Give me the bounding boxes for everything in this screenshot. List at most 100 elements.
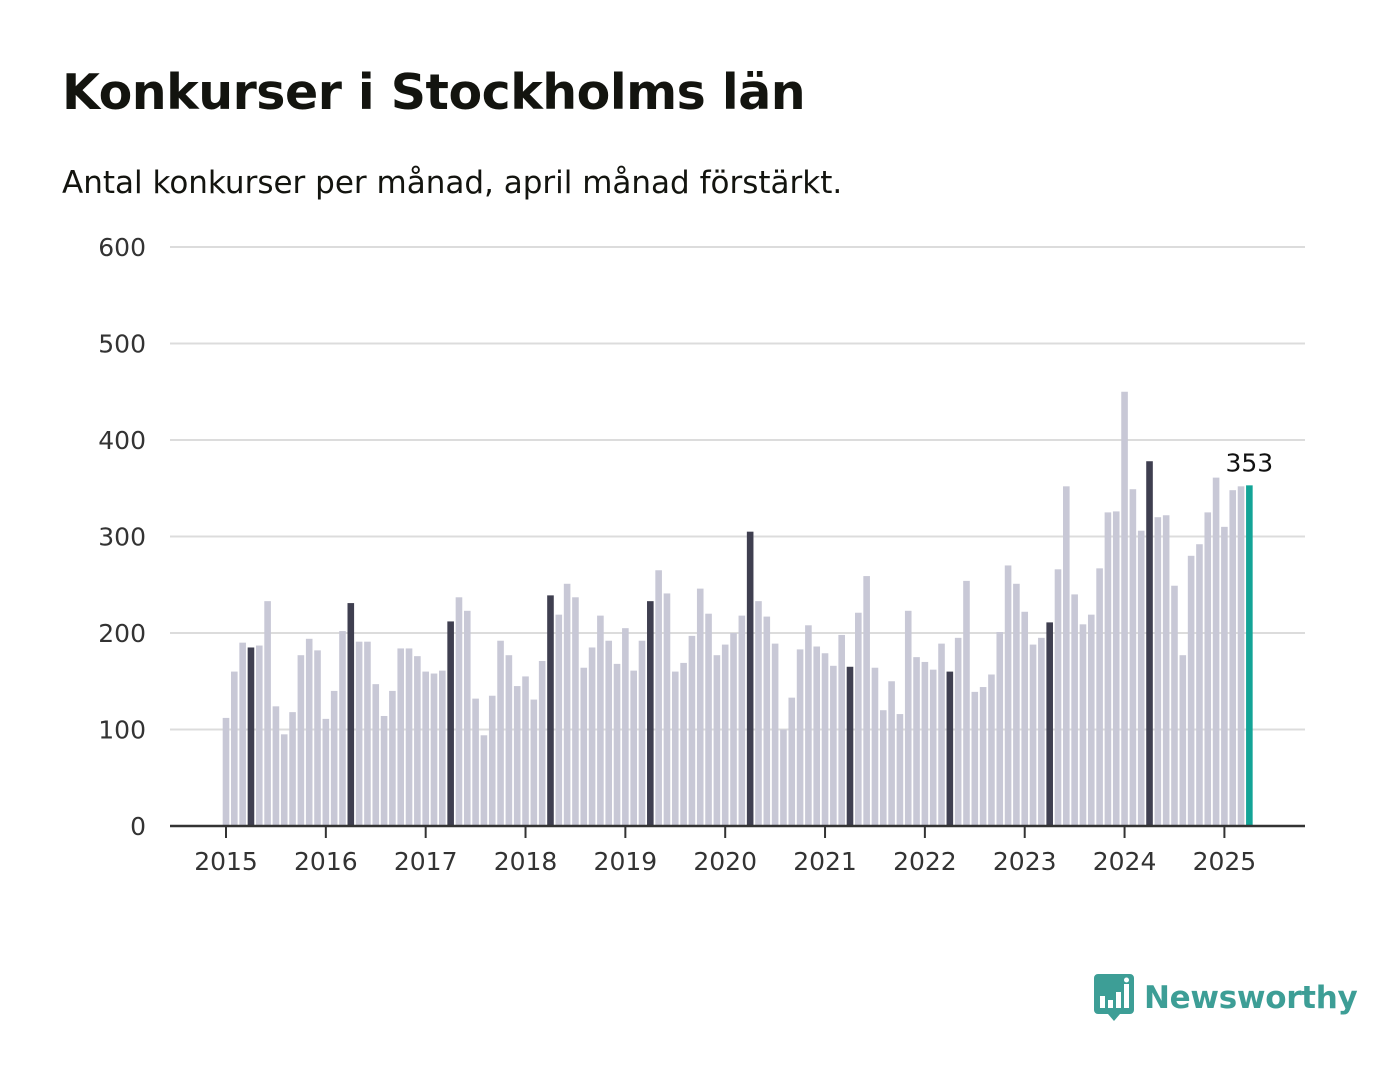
x-tick-label: 2022 — [893, 847, 957, 876]
bar — [272, 706, 280, 826]
bar — [280, 734, 288, 826]
bar — [622, 628, 629, 826]
bar — [588, 647, 596, 826]
bar — [247, 647, 255, 826]
bar — [264, 601, 271, 826]
bar — [255, 645, 263, 826]
bar — [405, 648, 413, 826]
bar — [1104, 512, 1112, 827]
bar — [1162, 515, 1170, 826]
bar — [705, 613, 712, 826]
bar — [389, 690, 396, 826]
bar — [322, 718, 330, 826]
bar — [1237, 486, 1245, 826]
bar — [896, 714, 904, 826]
x-tick-label: 2020 — [693, 847, 757, 876]
bar — [821, 653, 829, 826]
bar — [630, 670, 637, 826]
bar — [929, 669, 937, 826]
bar — [1054, 569, 1062, 826]
bar — [480, 735, 488, 826]
bar — [721, 644, 729, 826]
bar — [222, 717, 230, 826]
bar — [1029, 644, 1037, 826]
bar — [1013, 583, 1020, 826]
bar — [563, 583, 571, 826]
bar — [397, 648, 405, 826]
bar — [680, 662, 687, 826]
bar — [904, 610, 912, 826]
x-tick-label: 2021 — [793, 847, 857, 876]
bar — [339, 631, 346, 826]
bar — [497, 640, 504, 826]
bar — [555, 614, 563, 826]
bar — [239, 642, 246, 826]
bar — [488, 695, 496, 826]
bar — [472, 698, 479, 826]
bar — [805, 625, 812, 826]
bar — [538, 660, 546, 826]
bar — [979, 687, 987, 826]
bar — [730, 633, 737, 826]
bar — [372, 684, 380, 826]
bar — [780, 729, 787, 826]
bar — [755, 601, 762, 826]
bar — [613, 663, 621, 826]
bar — [1096, 568, 1103, 826]
y-tick-label: 600 — [98, 233, 146, 262]
bar — [1229, 490, 1237, 826]
bar — [763, 616, 771, 826]
bar — [447, 621, 454, 826]
brand-name: Newsworthy — [1144, 980, 1358, 1016]
bar — [530, 699, 538, 826]
bar — [696, 588, 704, 826]
x-tick-label: 2015 — [194, 847, 258, 876]
value-labels: 353 — [1226, 448, 1274, 477]
bar — [863, 576, 870, 826]
bar — [1021, 611, 1029, 826]
bar — [954, 637, 962, 826]
bar — [522, 676, 529, 826]
x-tick-label: 2023 — [993, 847, 1057, 876]
bar — [1071, 594, 1078, 826]
bar — [655, 570, 662, 826]
bar — [380, 715, 388, 826]
x-axis-ticks: 2015 2016 2017 2018 2019 2020 2021 2022 2023 2024… — [194, 826, 1256, 876]
bar — [547, 595, 554, 826]
bar — [713, 655, 721, 826]
bar — [463, 610, 471, 826]
x-tick-label: 2018 — [494, 847, 558, 876]
bar — [1221, 526, 1228, 826]
bar — [938, 643, 945, 826]
bar — [638, 640, 646, 826]
bar — [913, 657, 920, 827]
bar — [1129, 489, 1137, 826]
bar — [946, 671, 954, 826]
y-tick-label: 300 — [98, 523, 146, 552]
bar — [1212, 477, 1220, 826]
bar — [1063, 486, 1070, 826]
bar — [838, 634, 845, 826]
bar — [1196, 544, 1203, 826]
bar — [513, 686, 521, 826]
bar — [297, 655, 305, 826]
bar-chart-speech-bubble-icon — [1094, 974, 1134, 1021]
bar — [746, 531, 754, 826]
bar — [796, 649, 804, 826]
bar — [1137, 530, 1145, 826]
bar — [231, 671, 238, 826]
bar — [1146, 461, 1153, 826]
x-tick-label: 2024 — [1093, 847, 1157, 876]
y-axis-ticks: 0 100 200 300 400 500 600 — [98, 233, 146, 841]
bar — [963, 580, 970, 826]
bar — [1179, 655, 1187, 826]
bar — [1204, 512, 1212, 827]
bar — [439, 670, 446, 826]
bar — [355, 641, 363, 826]
bar — [1038, 637, 1045, 826]
bar — [921, 661, 929, 826]
bar — [1171, 585, 1178, 826]
x-tick-label: 2019 — [594, 847, 658, 876]
bar — [580, 667, 588, 826]
bar — [813, 646, 821, 826]
